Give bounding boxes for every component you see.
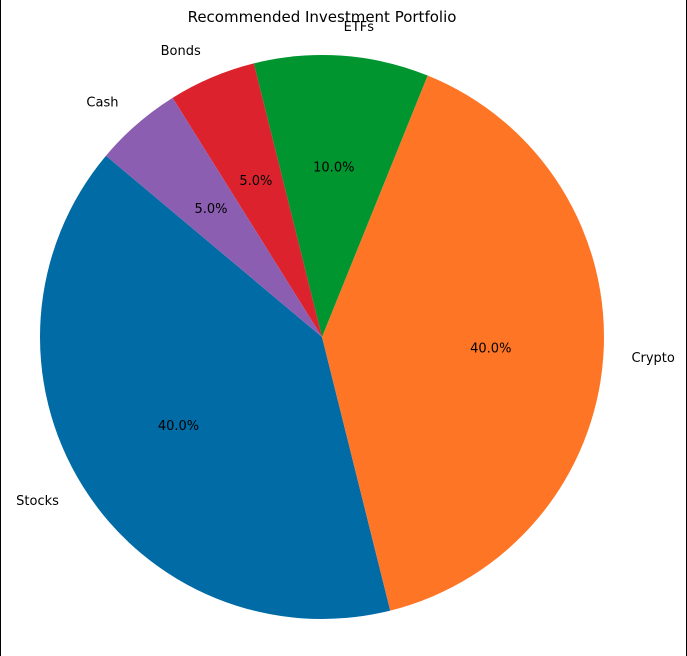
- slice-percent-bonds: 5.0%: [239, 174, 272, 189]
- slice-label-stocks: Stocks: [16, 494, 59, 509]
- slice-label-etfs: ETFs: [344, 20, 375, 35]
- slice-percent-stocks: 40.0%: [158, 419, 199, 434]
- slice-label-cash: Cash: [86, 95, 118, 110]
- pie-slices: [40, 55, 604, 619]
- pie-slice-bonds: [172, 63, 322, 337]
- pie-slice-etfs: [253, 55, 428, 337]
- slice-percent-crypto: 40.0%: [470, 341, 511, 356]
- slice-percent-etfs: 10.0%: [313, 161, 354, 176]
- pie-slice-stocks: [40, 155, 391, 619]
- chart-title: Recommended Investment Portfolio: [188, 8, 457, 26]
- slice-label-crypto: Crypto: [631, 351, 674, 366]
- slice-label-bonds: Bonds: [161, 44, 201, 59]
- pie-slice-cash: [105, 97, 322, 337]
- pie-slice-crypto: [322, 75, 604, 611]
- slice-percent-cash: 5.0%: [194, 202, 227, 217]
- pie-labels: Stocks Crypto ETFs Bonds Cash: [16, 20, 675, 509]
- pie-percent-labels: 40.0% 40.0% 10.0% 5.0% 5.0%: [158, 161, 512, 434]
